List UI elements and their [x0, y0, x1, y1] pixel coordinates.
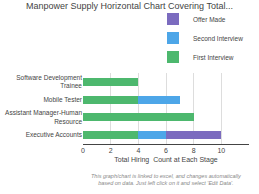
svg-text:10: 10: [217, 147, 225, 154]
svg-text:4: 4: [136, 147, 140, 154]
svg-text:0: 0: [81, 147, 85, 154]
svg-text:Second Interview: Second Interview: [193, 35, 243, 42]
svg-text:6: 6: [164, 147, 168, 154]
svg-text:Total Hiring Count at Each St: Total Hiring Count at Each Stage: [114, 156, 218, 164]
svg-text:8: 8: [192, 147, 196, 154]
svg-text:This graph/chart is linked to: This graph/chart is linked to excel, and…: [91, 173, 242, 186]
svg-text:Manpower Supply Horizontal Cha: Manpower Supply Horizontal Chart Coverin…: [26, 1, 233, 11]
svg-text:First Interview: First Interview: [193, 54, 234, 61]
svg-text:2: 2: [109, 147, 113, 154]
svg-text:Offer Made: Offer Made: [193, 16, 226, 23]
svg-text:Software DevelopmentTrainee: Software DevelopmentTrainee: [16, 74, 82, 89]
svg-text:Mobile Tester: Mobile Tester: [43, 96, 82, 103]
svg-text:Assistant Manager-HumanResourc: Assistant Manager-HumanResource: [5, 109, 82, 124]
svg-text:Executive Accounts: Executive Accounts: [26, 131, 83, 138]
